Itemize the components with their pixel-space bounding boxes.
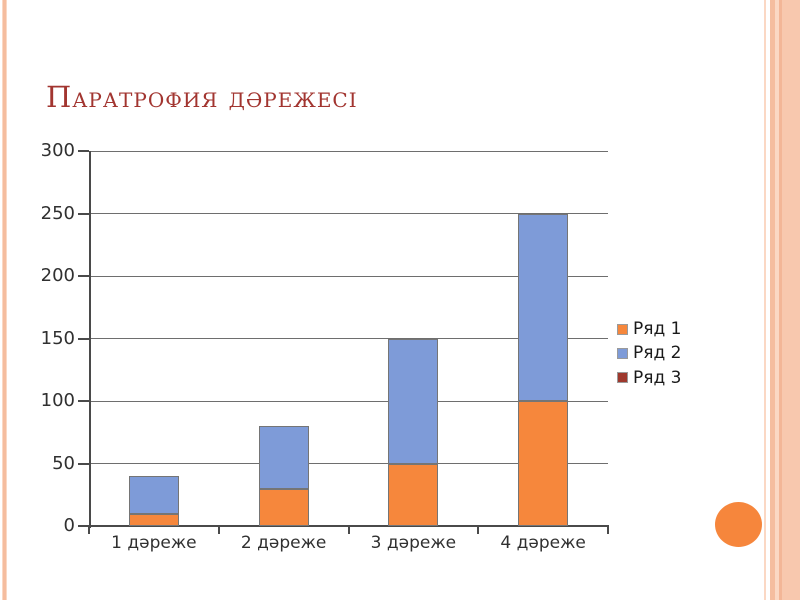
legend-swatch-Ряд 2: [617, 347, 628, 359]
left-edge-stripe-light: [2, 0, 3, 600]
y-tick-200: [78, 275, 89, 277]
gridline-150: [89, 338, 608, 339]
legend-item-Ряд 2: Ряд 2: [617, 341, 681, 365]
y-axis-label-300: 300: [40, 140, 75, 161]
x-axis-label-4: 4 дәреже: [500, 533, 586, 553]
bar-4 дәреже-Ряд 2: [518, 213, 569, 401]
y-axis-label-100: 100: [40, 390, 75, 411]
gridline-250: [89, 213, 608, 214]
right-edge-stripe-lightband: [775, 0, 779, 600]
slide-title: Паратрофия дәрежесі: [46, 80, 358, 114]
decorative-circle: [715, 502, 762, 547]
y-tick-100: [78, 400, 89, 402]
y-tick-250: [78, 212, 89, 215]
x-tick-4: [607, 527, 609, 534]
x-tick-1: [217, 527, 220, 534]
bar-4 дәреже-Ряд 1: [518, 401, 569, 526]
gridline-300: [89, 150, 608, 152]
x-axis-label-2: 2 дәреже: [240, 533, 327, 553]
y-tick-150: [78, 337, 89, 340]
right-edge-stripe-mid: [770, 0, 775, 600]
bar-3 дәреже-Ряд 2: [388, 338, 439, 464]
bar-2 дәреже-Ряд 1: [258, 488, 309, 526]
left-edge-stripe-light2: [6, 0, 7, 600]
legend-item-Ряд 1: Ряд 1: [617, 317, 681, 341]
legend-label-Ряд 3: Ряд 3: [633, 367, 682, 388]
gridline-50: [89, 463, 608, 464]
y-axis-label-200: 200: [40, 265, 75, 286]
right-edge-stripe-wide: [782, 0, 800, 600]
legend-item-Ряд 3: Ряд 3: [617, 366, 681, 390]
x-axis-line: [88, 525, 609, 527]
bar-1 дәреже-Ряд 1: [128, 513, 179, 526]
bar-3 дәреже-Ряд 1: [388, 463, 439, 526]
y-axis-label-150: 150: [40, 327, 75, 349]
bar-2 дәреже-Ряд 2: [258, 426, 309, 489]
x-tick-2: [347, 527, 350, 534]
x-axis-label-1: 1 дәреже: [111, 533, 197, 553]
x-tick-0: [88, 527, 90, 534]
x-tick-3: [477, 527, 480, 534]
legend-label-Ряд 1: Ряд 1: [633, 319, 682, 339]
right-edge-stripe-thin: [764, 0, 766, 600]
y-tick-50: [78, 462, 89, 465]
y-tick-0: [78, 525, 89, 527]
gridline-200: [89, 275, 608, 277]
legend-label-Ряд 2: Ряд 2: [633, 343, 682, 364]
y-tick-300: [78, 150, 89, 152]
legend-swatch-Ряд 1: [617, 323, 628, 335]
y-axis-label-250: 250: [40, 202, 75, 224]
y-axis-label-0: 0: [63, 515, 75, 536]
bar-1 дәреже-Ряд 2: [128, 476, 179, 514]
gridline-100: [89, 400, 608, 402]
x-axis-label-3: 3 дәреже: [370, 533, 457, 553]
y-axis-label-50: 50: [52, 452, 75, 474]
right-edge-stripe-dark: [779, 0, 782, 600]
y-axis-line: [89, 151, 91, 528]
left-edge-stripe: [3, 0, 6, 600]
legend-swatch-Ряд 3: [617, 372, 628, 384]
